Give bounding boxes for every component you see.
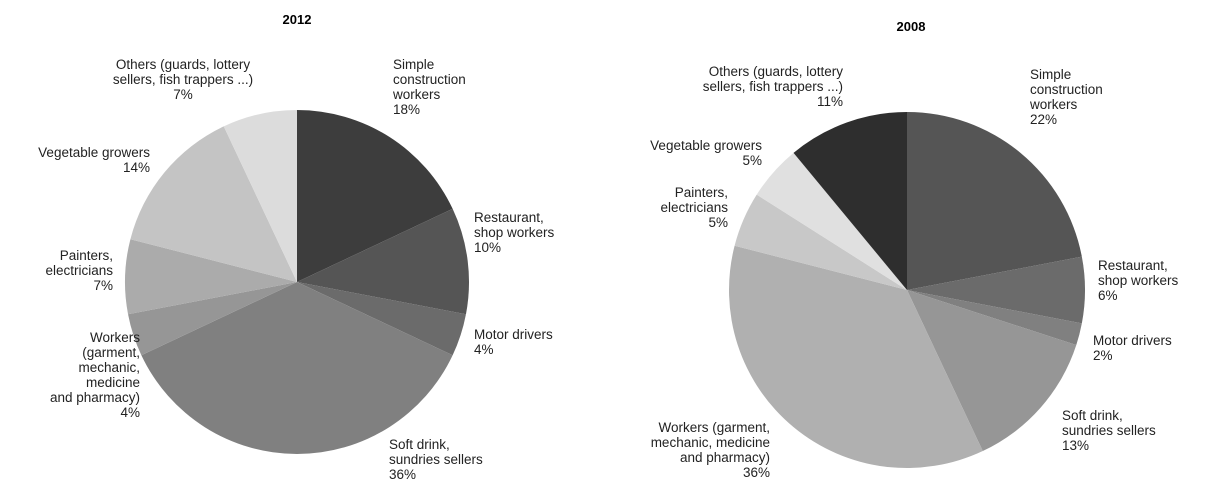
slice-label: Vegetable growers 14% <box>38 145 150 175</box>
value-label: 22% <box>1030 112 1058 127</box>
category-label: Others (guards, lottery sellers, fish tr… <box>702 64 843 94</box>
value-label: 4% <box>474 342 494 357</box>
value-label: 10% <box>474 240 502 255</box>
pie-slice <box>297 208 469 315</box>
slice-label: Soft drink, sundries sellers 13% <box>1062 408 1156 453</box>
pie-slice <box>907 290 1082 346</box>
slice-label: Painters, electricians 7% <box>45 248 113 293</box>
pie-slice <box>125 239 297 315</box>
slice-label: Others (guards, lottery sellers, fish tr… <box>113 57 253 102</box>
slice-label: Workers (garment, mechanic, medicine and… <box>651 420 770 480</box>
pie-slice <box>793 112 907 290</box>
pie-slice <box>907 256 1086 324</box>
pie-slice <box>130 126 297 282</box>
value-label: 7% <box>173 87 193 102</box>
category-label: Workers (garment, mechanic, medicine and… <box>49 330 140 405</box>
slice-label: Simple construction workers 22% <box>1030 67 1103 127</box>
category-label: Simple construction workers <box>393 57 466 102</box>
slice-label: Others (guards, lottery sellers, fish tr… <box>703 64 843 109</box>
pie-slice <box>729 245 983 468</box>
category-label: Vegetable growers <box>38 145 150 160</box>
pie-slice <box>907 290 1077 452</box>
value-label: 4% <box>120 405 140 420</box>
slice-label: Simple construction workers 18% <box>393 57 466 117</box>
value-label: 6% <box>1098 288 1118 303</box>
slice-label: Restaurant, shop workers 6% <box>1098 258 1178 303</box>
category-label: Restaurant, shop workers <box>1098 258 1179 288</box>
value-label: 36% <box>389 467 417 482</box>
chart-title: 2012 <box>282 12 312 27</box>
slice-label: Restaurant, shop workers 10% <box>474 210 554 255</box>
pie-slice <box>223 110 297 282</box>
pie-slice <box>128 282 297 356</box>
slice-label: Motor drivers 2% <box>1093 333 1172 363</box>
slice-label: Vegetable growers 5% <box>650 138 762 168</box>
value-label: 18% <box>393 102 421 117</box>
value-label: 14% <box>122 160 150 175</box>
value-label: 13% <box>1062 438 1090 453</box>
value-label: 11% <box>816 94 843 109</box>
slice-label: Motor drivers 4% <box>474 327 553 357</box>
category-label: Soft drink, sundries sellers <box>1062 408 1156 438</box>
category-label: Restaurant, shop workers <box>474 210 555 240</box>
slice-label: Workers (garment, mechanic, medicine and… <box>50 330 140 420</box>
pie-slice <box>297 282 466 356</box>
pie-slice <box>297 110 453 282</box>
pie-slice <box>141 282 453 454</box>
category-label: Motor drivers <box>474 327 553 342</box>
category-label: Vegetable growers <box>650 138 762 153</box>
value-label: 5% <box>742 153 762 168</box>
chart-title: 2008 <box>896 19 926 34</box>
pie-slice <box>756 152 907 290</box>
category-label: Others (guards, lottery sellers, fish tr… <box>112 57 254 87</box>
category-label: Motor drivers <box>1093 333 1172 348</box>
category-label: Painters, electricians <box>660 185 728 215</box>
slice-label: Soft drink, sundries sellers 36% <box>389 437 483 482</box>
pie-slice <box>734 194 907 290</box>
category-label: Soft drink, sundries sellers <box>389 437 483 467</box>
value-label: 36% <box>742 465 770 480</box>
value-label: 2% <box>1093 348 1113 363</box>
pie-slice <box>907 112 1082 290</box>
category-label: Workers (garment, mechanic, medicine and… <box>650 420 770 465</box>
value-label: 5% <box>708 215 728 230</box>
value-label: 7% <box>93 278 113 293</box>
slice-label: Painters, electricians 5% <box>660 185 728 230</box>
category-label: Painters, electricians <box>45 248 113 278</box>
category-label: Simple construction workers <box>1030 67 1103 112</box>
